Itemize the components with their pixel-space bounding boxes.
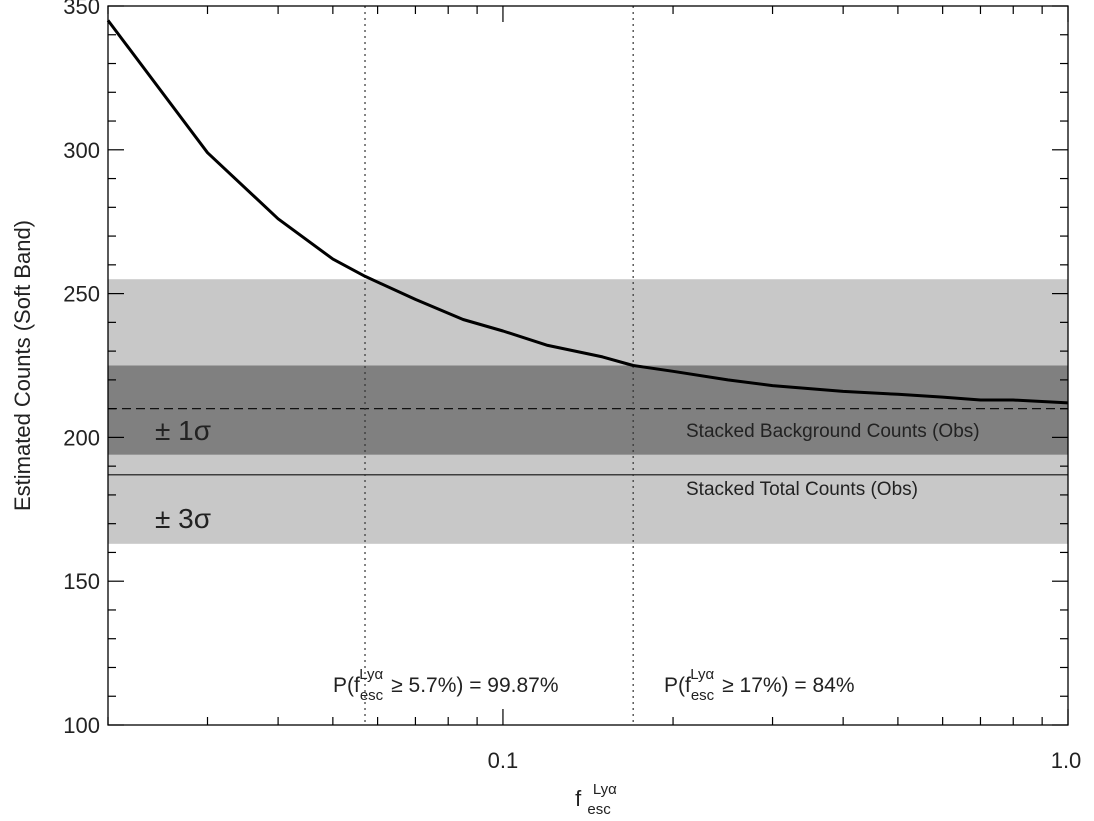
annotation-prefix: P(f <box>664 674 691 697</box>
vline-annotation-0: P(fesc Lyα ≥ 5.7%) = 99.87% <box>333 666 559 704</box>
hline-label-1: Stacked Total Counts (Obs) <box>686 479 918 500</box>
band-label-1: ± 1σ <box>155 415 211 446</box>
x-axis-label-sup: Lyα <box>593 781 617 798</box>
annotation-sub: esc <box>360 687 384 704</box>
annotation-sup: Lyα <box>690 666 714 683</box>
y-tick-label: 150 <box>63 569 100 594</box>
x-axis-label-sub: esc <box>587 801 611 818</box>
y-tick-label: 100 <box>63 713 100 738</box>
x-tick-label: 1.0 <box>1051 748 1082 773</box>
band-label-0: ± 3σ <box>155 503 211 534</box>
y-tick-label: 200 <box>63 425 100 450</box>
hline-label-0: Stacked Background Counts (Obs) <box>686 421 980 442</box>
y-tick-label: 300 <box>63 138 100 163</box>
annotation-sup: Lyα <box>359 666 383 683</box>
vline-annotation-1: P(fesc Lyα ≥ 17%) = 84% <box>664 666 855 704</box>
annotation-rest: ≥ 17%) = 84% <box>722 674 854 697</box>
confidence-bands <box>108 279 1068 544</box>
y-tick-label: 350 <box>63 0 100 19</box>
annotation-rest: ≥ 5.7%) = 99.87% <box>391 674 558 697</box>
annotation-sub: esc <box>691 687 715 704</box>
x-tick-label: 0.1 <box>488 748 519 773</box>
y-axis-label: Estimated Counts (Soft Band) <box>10 220 35 511</box>
x-axis-label-base: f <box>575 786 582 811</box>
x-axis-label: f esc Lyα <box>575 781 617 819</box>
y-tick-label: 250 <box>63 282 100 307</box>
annotation-prefix: P(f <box>333 674 360 697</box>
